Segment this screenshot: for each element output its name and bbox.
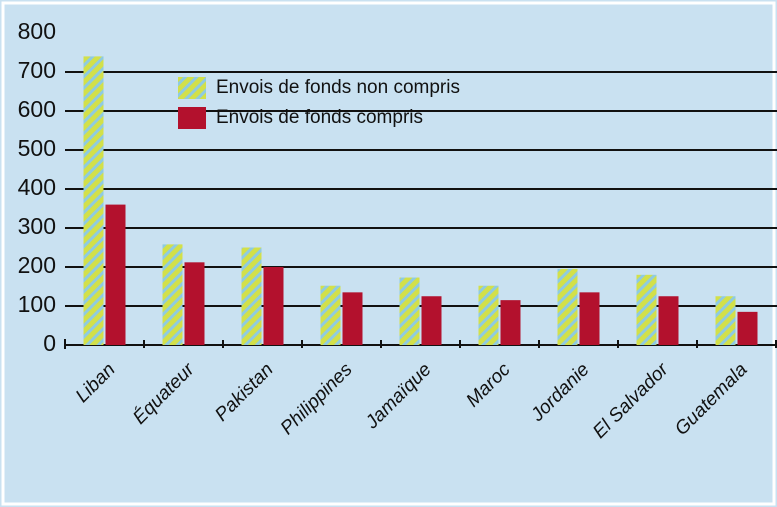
bar bbox=[320, 285, 341, 345]
bar bbox=[241, 247, 262, 345]
y-tick-label: 800 bbox=[18, 18, 56, 44]
bar bbox=[557, 268, 578, 345]
y-tick-label: 500 bbox=[18, 135, 56, 161]
bar bbox=[263, 267, 284, 345]
bar bbox=[500, 300, 521, 345]
legend-label: Envois de fonds non compris bbox=[216, 77, 460, 98]
bar bbox=[478, 285, 499, 345]
legend-swatch bbox=[178, 107, 206, 129]
bar bbox=[658, 296, 679, 345]
y-tick-label: 600 bbox=[18, 96, 56, 122]
bar bbox=[737, 311, 758, 345]
y-tick-label: 300 bbox=[18, 213, 56, 239]
bar bbox=[105, 204, 126, 345]
bar bbox=[342, 292, 363, 345]
y-tick-label: 0 bbox=[43, 330, 56, 356]
bar bbox=[636, 274, 657, 345]
y-tick-label: 700 bbox=[18, 57, 56, 83]
bar bbox=[715, 296, 736, 345]
bar bbox=[162, 244, 183, 345]
y-tick-label: 200 bbox=[18, 252, 56, 278]
legend-label: Envois de fonds compris bbox=[216, 107, 423, 128]
bar bbox=[83, 56, 104, 346]
bar bbox=[184, 262, 205, 345]
legend-swatch bbox=[178, 77, 206, 99]
bar bbox=[579, 292, 600, 345]
bar bbox=[399, 277, 420, 345]
y-tick-label: 100 bbox=[18, 291, 56, 317]
y-tick-label: 400 bbox=[18, 174, 56, 200]
bar bbox=[421, 296, 442, 345]
